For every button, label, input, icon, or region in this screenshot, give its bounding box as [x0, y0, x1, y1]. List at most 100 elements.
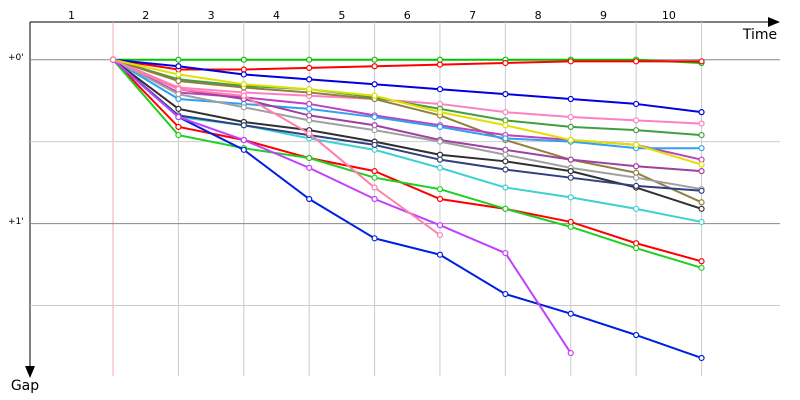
- gap-point: [436, 86, 444, 93]
- gap-point: [698, 218, 705, 226]
- gap-point: [175, 63, 182, 70]
- gap-point: [502, 109, 509, 116]
- gap-point: [567, 349, 574, 357]
- gap-point: [436, 164, 444, 171]
- gap-line: [112, 58, 702, 191]
- gap-point: [502, 135, 509, 142]
- gap-point: [436, 186, 444, 193]
- gap-point: [633, 182, 640, 189]
- gap-point: [698, 131, 705, 139]
- gap-point: [371, 168, 378, 175]
- gap-point: [633, 141, 640, 149]
- gap-point: [371, 56, 378, 63]
- gap-point: [698, 109, 705, 116]
- gap-point: [436, 100, 444, 108]
- gap-point: [175, 131, 182, 139]
- gap-point: [175, 105, 182, 112]
- gap-point: [567, 223, 574, 230]
- gap-point: [371, 127, 378, 134]
- gap-point: [698, 205, 705, 212]
- gap-point: [306, 195, 313, 203]
- gap-point: [633, 58, 640, 65]
- gap-point: [698, 258, 705, 265]
- x-tick-label: 7: [469, 9, 476, 22]
- gap-point: [567, 310, 574, 317]
- gap-line: [112, 58, 702, 137]
- gap-point: [371, 195, 378, 203]
- gap-point: [240, 56, 247, 63]
- gap-point: [436, 231, 444, 239]
- x-axis-arrow: [768, 17, 780, 27]
- gap-point: [633, 331, 640, 339]
- gap-point: [371, 174, 378, 181]
- gap-point: [698, 187, 705, 194]
- gap-point: [567, 168, 574, 175]
- gap-point: [633, 245, 640, 252]
- gap-point: [698, 264, 705, 271]
- x-tick-label: 9: [600, 9, 607, 22]
- gap-point: [633, 117, 640, 124]
- gap-point: [502, 122, 509, 129]
- gap-point: [306, 100, 313, 108]
- gap-point: [240, 92, 247, 99]
- gap-point: [371, 81, 378, 88]
- gap-point: [371, 184, 378, 191]
- x-axis-label: Time: [742, 27, 777, 43]
- gap-point: [633, 163, 640, 170]
- gap-point: [502, 205, 509, 212]
- gap-line: [113, 58, 702, 64]
- gap-point: [436, 61, 444, 68]
- gap-point: [436, 151, 444, 158]
- gap-line: [112, 58, 702, 71]
- gap-point: [306, 105, 313, 112]
- y-tick-label: +0': [8, 53, 24, 63]
- gap-point: [175, 91, 182, 98]
- gap-point: [371, 146, 378, 153]
- gap-point: [502, 184, 509, 191]
- gap-point: [306, 86, 313, 93]
- gap-point: [306, 117, 313, 124]
- gap-point: [698, 354, 705, 362]
- gap-point: [240, 71, 247, 78]
- gap-point: [567, 218, 574, 226]
- gap-point: [502, 91, 509, 98]
- gap-point: [371, 235, 378, 242]
- gap-point: [240, 66, 247, 73]
- gap-point: [371, 63, 378, 70]
- gap-point: [436, 56, 444, 63]
- gap-point: [371, 92, 378, 99]
- x-tick-label: 8: [535, 9, 542, 22]
- gap-point: [240, 81, 247, 88]
- gap-point: [175, 86, 182, 93]
- gap-point: [240, 122, 247, 129]
- gap-point: [502, 249, 509, 257]
- gap-point: [175, 71, 182, 78]
- gap-point: [698, 156, 705, 163]
- gap-point: [502, 166, 509, 173]
- gap-line: [112, 58, 702, 359]
- gap-line: [112, 59, 702, 269]
- x-tick-label: 2: [142, 9, 149, 22]
- gap-point: [502, 59, 509, 67]
- gap-point: [502, 151, 509, 158]
- gap-point: [436, 109, 444, 116]
- x-tick-label: 1: [68, 9, 75, 22]
- gap-point: [567, 113, 574, 121]
- gap-point: [175, 113, 182, 121]
- gap-point: [567, 123, 574, 130]
- gap-line: [112, 58, 702, 173]
- gap-point: [371, 122, 378, 129]
- y-axis-label: Gap: [11, 378, 39, 394]
- gap-point: [436, 222, 444, 229]
- gap-point: [698, 161, 705, 168]
- gap-point: [371, 141, 378, 149]
- gap-point: [567, 95, 574, 103]
- gap-point: [109, 56, 117, 63]
- gap-point: [567, 174, 574, 181]
- gap-point: [306, 130, 313, 137]
- gap-line: [112, 58, 702, 166]
- gap-point: [306, 64, 313, 71]
- gap-point: [436, 138, 444, 145]
- gap-point: [306, 154, 313, 162]
